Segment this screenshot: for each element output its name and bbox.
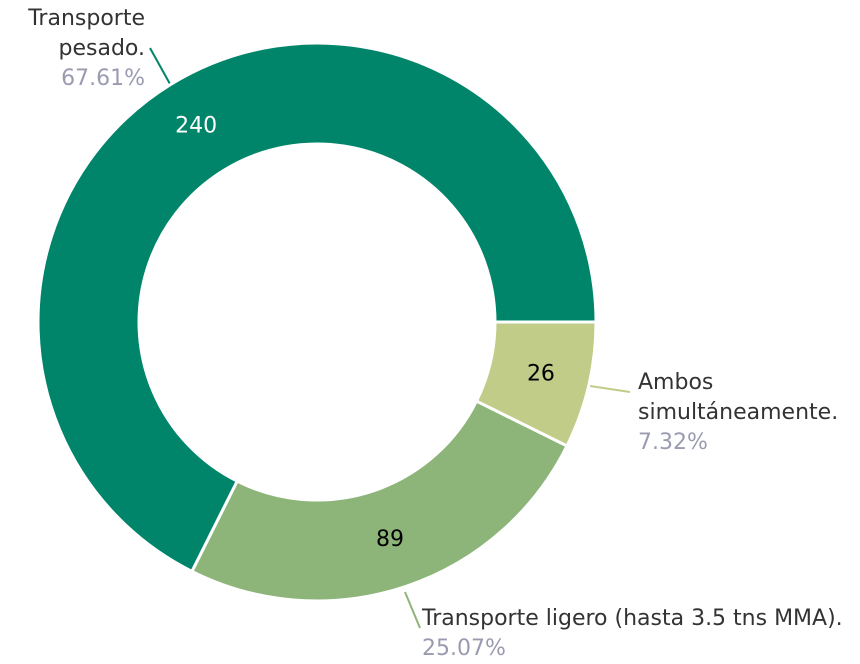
leader-line <box>589 385 631 393</box>
donut-slice <box>36 41 598 574</box>
slice-percent: 25.07% <box>422 636 506 661</box>
slice-label: Transporte ligero (hasta 3.5 tns MMA). 2… <box>422 604 858 664</box>
slice-label: Transporte pesado. 67.61% <box>5 4 145 94</box>
value-label: 26 <box>527 361 555 386</box>
slice-name: Transporte ligero (hasta 3.5 tns MMA). <box>422 606 843 631</box>
slice-percent: 67.61% <box>61 66 145 91</box>
slice-percent: 7.32% <box>638 430 708 455</box>
slice-name: Transporte pesado. <box>28 6 145 61</box>
leader-line <box>404 591 421 629</box>
donut-slice <box>474 320 598 448</box>
slice-label: Ambos simultáneamente. 7.32% <box>638 368 858 458</box>
value-label: 89 <box>376 527 404 552</box>
donut-slice <box>189 399 569 603</box>
value-label: 240 <box>175 113 217 138</box>
slice-name: Ambos simultáneamente. <box>638 370 839 425</box>
leader-line <box>149 47 171 85</box>
